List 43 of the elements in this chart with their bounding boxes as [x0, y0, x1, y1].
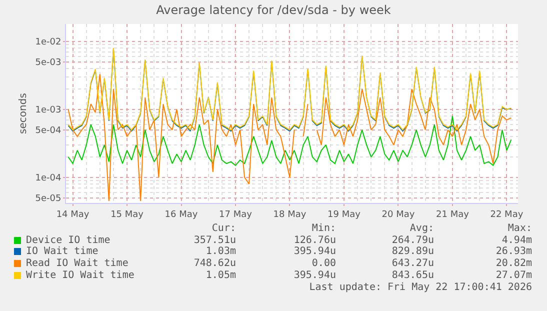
text: 748.62u [194, 258, 236, 270]
legend-label: Device IO time [26, 234, 110, 246]
y-axis-title: seconds [18, 93, 30, 134]
text: Cur: [212, 223, 236, 234]
text: 395.94u [294, 270, 336, 281]
text: 643.27u [392, 258, 434, 270]
text: 843.65u [392, 270, 434, 281]
legend-label: Read IO Wait time [26, 258, 128, 270]
x-tick-label: 19 May [328, 210, 362, 220]
x-tick-label: 15 May [110, 210, 144, 220]
text: 1.05m [206, 270, 236, 281]
text: 357.51u [194, 234, 236, 246]
x-tick-label: 22 May [490, 210, 524, 220]
x-tick-label: 16 May [164, 210, 198, 220]
text: 126.76u [294, 234, 336, 246]
x-tick-label: 21 May [436, 210, 470, 220]
text: 4.94m [502, 234, 532, 246]
legend-label: Write IO Wait time [26, 270, 134, 281]
y-tick-label: 1e-02 [35, 38, 62, 48]
y-tick-label: 5e-04 [35, 126, 62, 136]
text: 20.82m [496, 258, 532, 270]
text: Last update: Fri May 22 17:00:41 2026 [309, 282, 532, 292]
text: 27.07m [496, 270, 532, 281]
text: 829.89u [392, 246, 434, 258]
text: Avg: [410, 223, 434, 234]
x-tick-label: 17 May [219, 210, 253, 220]
text: 26.93m [496, 246, 532, 258]
text: 395.94u [294, 246, 336, 258]
text: Max: [508, 223, 532, 234]
x-tick-label: 20 May [382, 210, 416, 220]
x-tick-label: 18 May [273, 210, 307, 220]
y-tick-label: 1e-03 [35, 106, 62, 116]
y-tick-label: 1e-04 [35, 174, 62, 184]
chart-title: Average latency for /dev/sda - by week [156, 2, 391, 17]
text: 0.00 [312, 258, 336, 270]
text: Min: [312, 223, 336, 234]
y-tick-label: 5e-03 [35, 58, 62, 68]
y-tick-label: 5e-05 [35, 194, 62, 204]
text: 1.03m [206, 246, 236, 258]
x-tick-label: 14 May [56, 210, 90, 220]
text: 264.79u [392, 234, 434, 246]
line-series [68, 115, 512, 166]
legend-label: IO Wait time [26, 246, 98, 258]
